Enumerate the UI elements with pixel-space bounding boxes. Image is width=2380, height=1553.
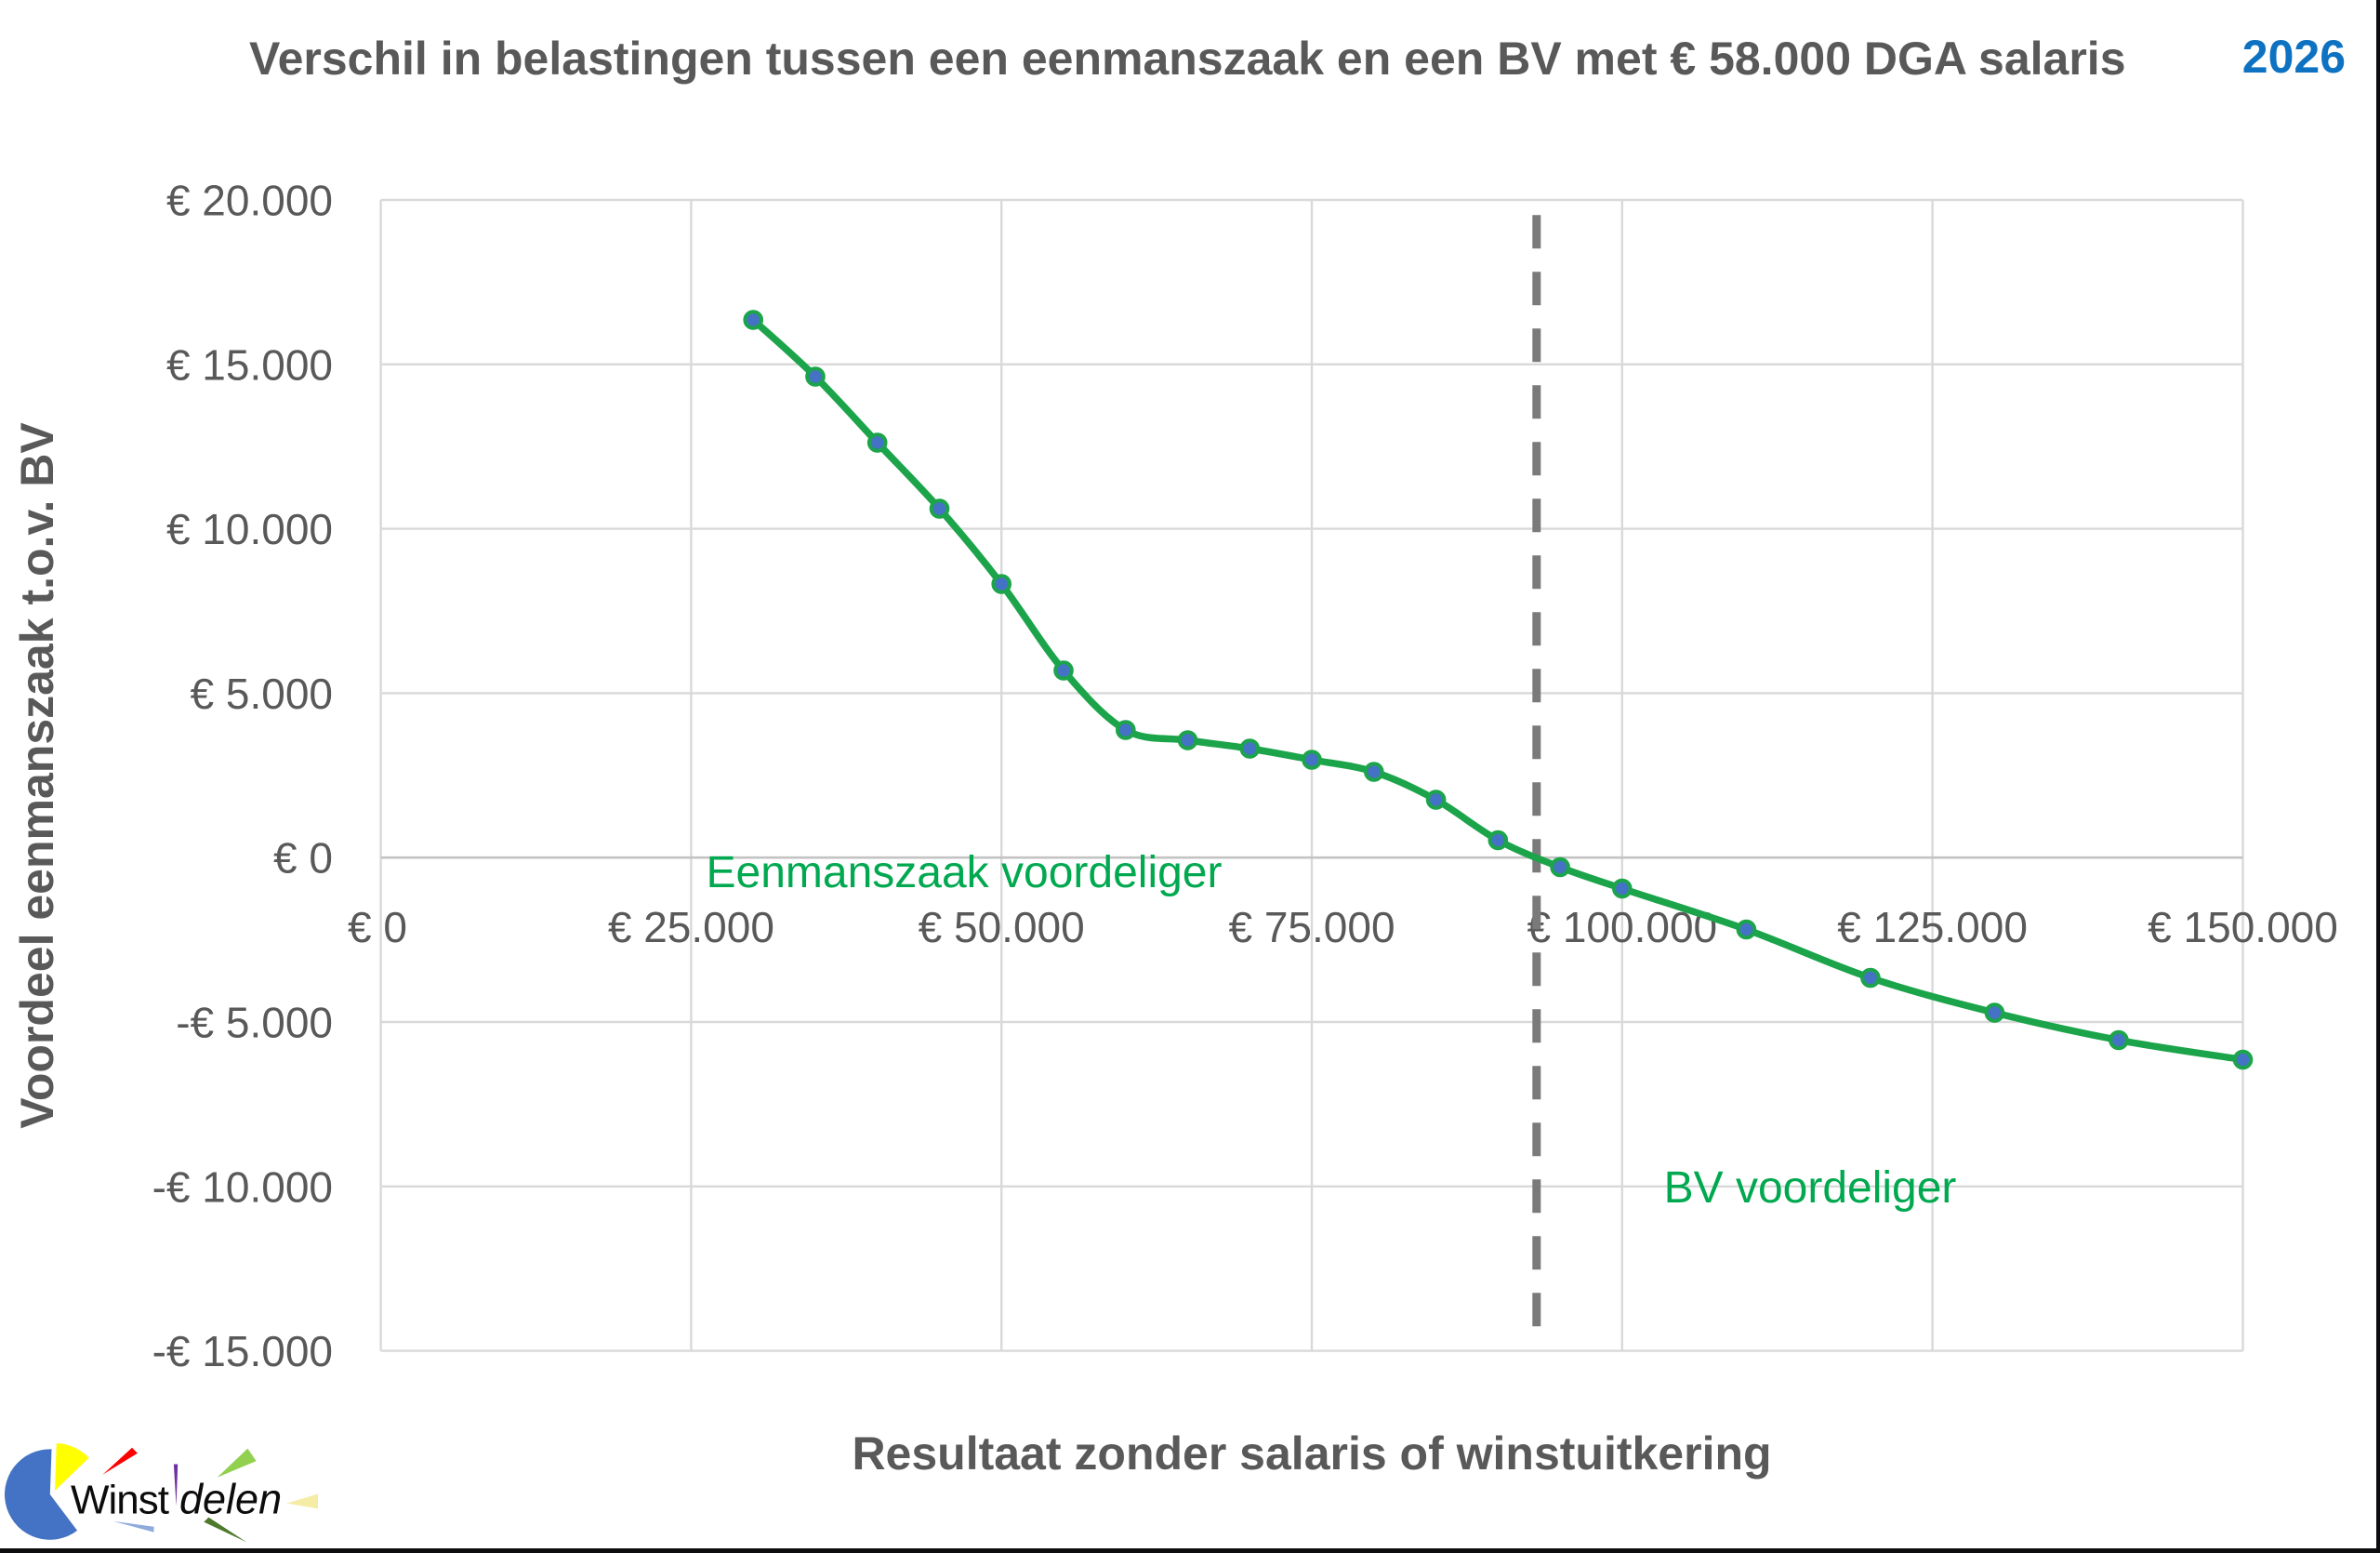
svg-text:2026: 2026 <box>2242 31 2346 83</box>
svg-text:-€ 10.000: -€ 10.000 <box>152 1162 333 1211</box>
svg-text:delen: delen <box>179 1475 282 1522</box>
svg-text:€ 75.000: € 75.000 <box>1228 903 1395 951</box>
svg-text:€ 25.000: € 25.000 <box>608 903 774 951</box>
svg-text:€ 0: € 0 <box>348 903 407 951</box>
svg-text:Resultaat zonder salaris of wi: Resultaat zonder salaris of winstuitkeri… <box>852 1427 1771 1480</box>
svg-text:€ 20.000: € 20.000 <box>166 177 333 225</box>
svg-text:-€ 5.000: -€ 5.000 <box>176 999 333 1047</box>
svg-text:€ 125.000: € 125.000 <box>1837 903 2028 951</box>
svg-text:Eenmanszaak voordeliger: Eenmanszaak voordeliger <box>707 848 1223 897</box>
svg-text:€ 50.000: € 50.000 <box>919 903 1085 951</box>
svg-text:€ 150.000: € 150.000 <box>2148 903 2338 951</box>
svg-text:€ 15.000: € 15.000 <box>166 340 333 389</box>
svg-text:Voordeel eenmanszaak t.o.v. BV: Voordeel eenmanszaak t.o.v. BV <box>11 422 63 1129</box>
svg-text:BV voordeliger: BV voordeliger <box>1664 1163 1957 1213</box>
svg-text:€ 0: € 0 <box>273 834 333 883</box>
svg-text:-€ 15.000: -€ 15.000 <box>152 1327 333 1375</box>
svg-text:Verschil in belastingen tussen: Verschil in belastingen tussen een eenma… <box>249 33 2126 85</box>
svg-text:€ 10.000: € 10.000 <box>166 505 333 553</box>
svg-text:€ 5.000: € 5.000 <box>191 670 333 718</box>
svg-text:Winst: Winst <box>71 1477 169 1522</box>
